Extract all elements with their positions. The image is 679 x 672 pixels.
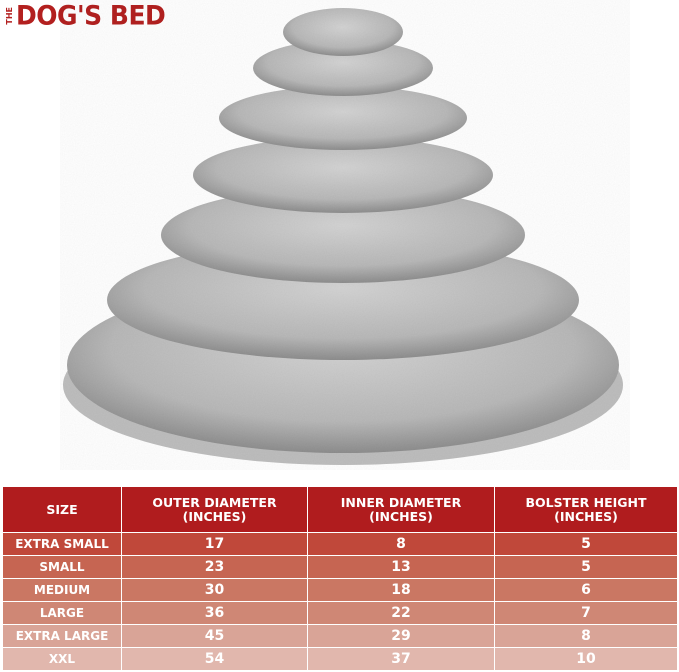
cell-outer: 54 [121,647,308,671]
size-chart-table: SIZE OUTER DIAMETER (INCHES) INNER DIAMET… [2,486,678,671]
table-row: LARGE 36 22 7 [2,601,678,625]
cell-bolster: 8 [494,624,678,648]
cell-outer: 45 [121,624,308,648]
cell-size: LARGE [2,601,122,625]
cell-inner: 37 [307,647,495,671]
cell-bolster: 7 [494,601,678,625]
cell-outer: 30 [121,578,308,602]
cell-inner: 18 [307,578,495,602]
header-inner-diameter: INNER DIAMETER (INCHES) [307,486,495,533]
cell-size: EXTRA LARGE [2,624,122,648]
table-row: EXTRA SMALL 17 8 5 [2,532,678,556]
table-row: SMALL 23 13 5 [2,555,678,579]
bed-stack [60,0,630,470]
table-header-row: SIZE OUTER DIAMETER (INCHES) INNER DIAMET… [2,486,678,533]
cell-inner: 8 [307,532,495,556]
cell-bolster: 5 [494,555,678,579]
cell-bolster: 5 [494,532,678,556]
cell-size: MEDIUM [2,578,122,602]
header-size: SIZE [2,486,122,533]
cell-size: EXTRA SMALL [2,532,122,556]
cell-size: XXL [2,647,122,671]
cell-inner: 22 [307,601,495,625]
cell-outer: 17 [121,532,308,556]
cell-inner: 29 [307,624,495,648]
cell-inner: 13 [307,555,495,579]
cell-size: SMALL [2,555,122,579]
stacked-dog-beds-image [60,0,630,470]
table-row: EXTRA LARGE 45 29 8 [2,624,678,648]
cell-bolster: 10 [494,647,678,671]
table-row: XXL 54 37 10 [2,647,678,671]
cell-outer: 23 [121,555,308,579]
cell-bolster: 6 [494,578,678,602]
header-bolster-height: BOLSTER HEIGHT (INCHES) [494,486,678,533]
cell-outer: 36 [121,601,308,625]
table-row: MEDIUM 30 18 6 [2,578,678,602]
header-outer-diameter: OUTER DIAMETER (INCHES) [121,486,308,533]
